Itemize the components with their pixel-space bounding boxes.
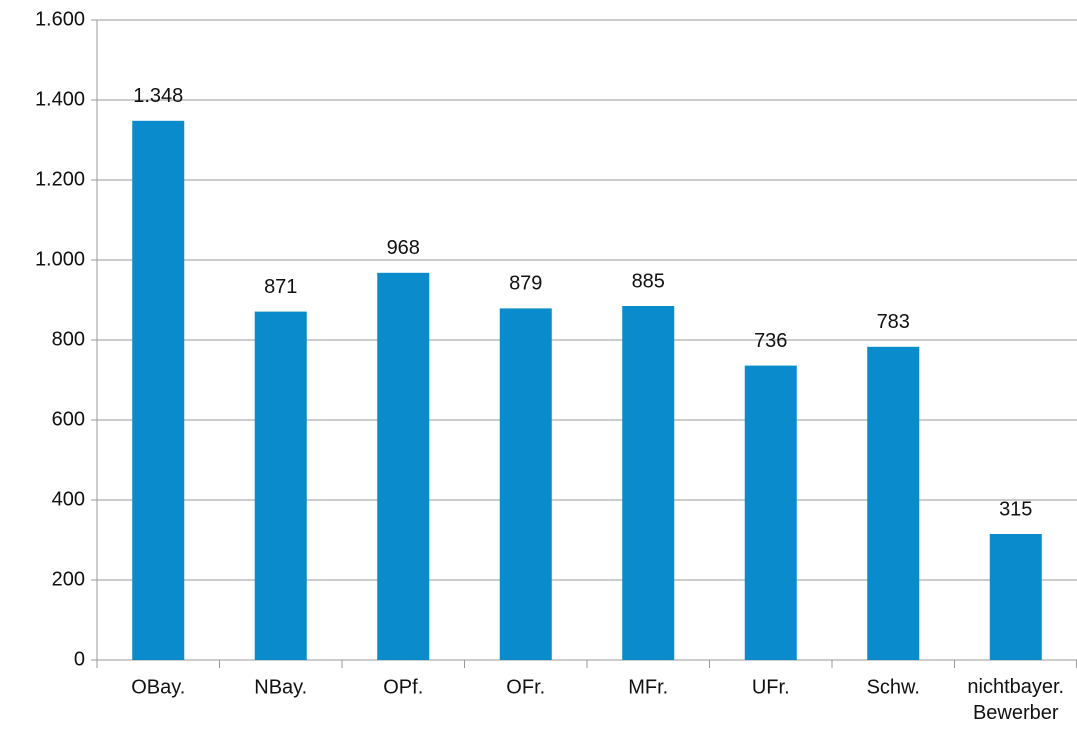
bar — [132, 120, 185, 661]
x-tick-label: OFr. — [506, 676, 545, 698]
value-label: 1.348 — [133, 85, 183, 107]
x-tick-label: OBay. — [131, 676, 185, 698]
y-tick-label: 0 — [74, 648, 85, 670]
value-label: 783 — [877, 311, 910, 333]
y-tick-label: 400 — [52, 488, 85, 510]
bar — [744, 365, 797, 660]
x-tick-label: OPf. — [383, 676, 423, 698]
bar — [499, 308, 552, 660]
y-tick-label: 600 — [52, 408, 85, 430]
bar — [622, 306, 675, 660]
y-tick-label: 1.400 — [35, 88, 85, 110]
y-tick-label: 800 — [52, 328, 85, 350]
value-label: 315 — [999, 498, 1032, 520]
bar — [989, 534, 1042, 660]
bar — [254, 311, 307, 660]
x-tick-label: UFr. — [752, 676, 790, 698]
x-tick-label: Schw. — [867, 676, 920, 698]
x-tick-label: NBay. — [254, 676, 307, 698]
y-tick-label: 1.200 — [35, 168, 85, 190]
value-label: 885 — [632, 270, 665, 292]
y-tick-label: 1.000 — [35, 248, 85, 270]
x-tick-label: nichtbayer. Bewerber — [967, 676, 1064, 724]
x-tick-label: MFr. — [628, 676, 668, 698]
value-label: 968 — [387, 237, 420, 259]
value-label: 879 — [509, 273, 542, 295]
bar — [867, 346, 920, 660]
bar — [377, 272, 430, 660]
y-tick-label: 1.600 — [35, 8, 85, 30]
value-label: 736 — [754, 330, 787, 352]
y-tick-label: 200 — [52, 568, 85, 590]
value-label: 871 — [264, 276, 297, 298]
